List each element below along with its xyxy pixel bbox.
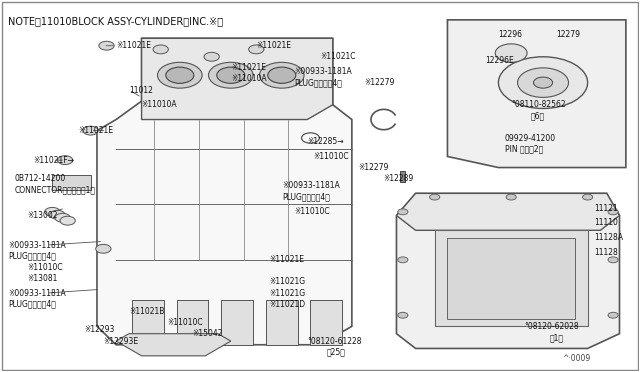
Bar: [447, 238, 575, 319]
Text: （1）: （1）: [549, 333, 563, 342]
Circle shape: [217, 67, 245, 83]
Circle shape: [397, 209, 408, 215]
Circle shape: [268, 67, 296, 83]
Text: PLUGプラグ（4）: PLUGプラグ（4）: [294, 78, 342, 87]
Circle shape: [582, 194, 593, 200]
Text: PLUGプラグ（4）: PLUGプラグ（4）: [8, 251, 56, 261]
Text: ※11021E: ※11021E: [116, 41, 151, 50]
Text: ※00933-1181A: ※00933-1181A: [8, 241, 65, 250]
Text: ^·0009: ^·0009: [562, 354, 590, 363]
Text: ※11010A: ※11010A: [231, 74, 266, 83]
Circle shape: [55, 213, 70, 222]
Text: ※11010C: ※11010C: [167, 318, 203, 327]
Circle shape: [608, 312, 618, 318]
Bar: [132, 301, 164, 345]
Text: ※11021F→: ※11021F→: [33, 155, 74, 165]
Text: ※11021E: ※11021E: [269, 255, 304, 264]
Polygon shape: [141, 38, 333, 119]
Text: °08120-61228: °08120-61228: [307, 337, 362, 346]
Text: ※12285→: ※12285→: [307, 137, 344, 146]
Bar: [435, 230, 588, 326]
Circle shape: [209, 62, 253, 88]
Text: ※11010C: ※11010C: [27, 263, 63, 272]
Circle shape: [50, 211, 65, 219]
Circle shape: [58, 156, 73, 164]
Text: ※12293E: ※12293E: [103, 337, 138, 346]
Circle shape: [204, 52, 220, 61]
Circle shape: [153, 45, 168, 54]
Circle shape: [608, 257, 618, 263]
Text: PIN ピン（2）: PIN ピン（2）: [505, 145, 543, 154]
Circle shape: [60, 216, 76, 225]
Text: 11128: 11128: [594, 248, 618, 257]
Text: 0B712-14200: 0B712-14200: [14, 174, 65, 183]
Circle shape: [45, 208, 60, 216]
Text: ※00933-1181A: ※00933-1181A: [8, 289, 65, 298]
Text: ※12279: ※12279: [358, 163, 388, 172]
Text: ※11021E: ※11021E: [78, 126, 113, 135]
Text: （25）: （25）: [326, 348, 345, 357]
Circle shape: [397, 257, 408, 263]
Circle shape: [534, 77, 552, 88]
Text: 12296: 12296: [499, 30, 522, 39]
Circle shape: [96, 244, 111, 253]
Text: ※11021E: ※11021E: [256, 41, 291, 50]
Text: ※11021B: ※11021B: [129, 307, 164, 316]
Text: ※13081: ※13081: [27, 274, 57, 283]
Text: ※11010A: ※11010A: [141, 100, 177, 109]
Circle shape: [99, 41, 114, 50]
Circle shape: [429, 194, 440, 200]
Text: ※11021C: ※11021C: [320, 52, 355, 61]
Text: 11121: 11121: [594, 203, 618, 213]
Circle shape: [248, 45, 264, 54]
Circle shape: [608, 209, 618, 215]
Text: CONNECTORコネクタ（1）: CONNECTORコネクタ（1）: [14, 185, 95, 194]
Circle shape: [495, 44, 527, 62]
Text: ※13002: ※13002: [27, 211, 58, 220]
Polygon shape: [447, 20, 626, 167]
Circle shape: [83, 126, 99, 135]
Text: 11012: 11012: [129, 86, 153, 94]
Polygon shape: [116, 334, 231, 356]
Text: PLUGプラグ（4）: PLUGプラグ（4）: [8, 300, 56, 309]
Text: 09929-41200: 09929-41200: [505, 134, 556, 142]
Text: ※00933-1181A: ※00933-1181A: [282, 182, 339, 190]
Bar: [266, 301, 298, 345]
Circle shape: [499, 57, 588, 109]
Text: ※00933-1181A: ※00933-1181A: [294, 67, 352, 76]
Text: 12279: 12279: [556, 30, 580, 39]
Text: ※11021E: ※11021E: [231, 63, 266, 72]
Circle shape: [518, 68, 568, 97]
Circle shape: [506, 194, 516, 200]
Text: ※11021D: ※11021D: [269, 300, 305, 309]
Text: ※15042: ※15042: [193, 329, 223, 338]
Circle shape: [259, 62, 304, 88]
Circle shape: [397, 312, 408, 318]
Text: 11110: 11110: [594, 218, 618, 227]
Text: ※12279: ※12279: [365, 78, 395, 87]
Polygon shape: [396, 193, 620, 349]
Text: ※11021G: ※11021G: [269, 278, 305, 286]
Bar: [52, 175, 91, 190]
Text: ※12289: ※12289: [384, 174, 414, 183]
Circle shape: [166, 67, 194, 83]
Bar: [310, 301, 342, 345]
Text: NOTE；11010BLOCK ASSY-CYLINDER（INC.※）: NOTE；11010BLOCK ASSY-CYLINDER（INC.※）: [8, 16, 223, 26]
Text: 12296E: 12296E: [486, 56, 515, 65]
Text: 11128A: 11128A: [594, 233, 623, 242]
Bar: [221, 301, 253, 345]
Text: ※11021G: ※11021G: [269, 289, 305, 298]
Text: °08120-62028: °08120-62028: [524, 322, 579, 331]
Text: ※11010C: ※11010C: [314, 152, 349, 161]
Text: PLUGプラグ（4）: PLUGプラグ（4）: [282, 193, 330, 202]
Bar: [399, 171, 404, 182]
Text: °08110-82562: °08110-82562: [511, 100, 566, 109]
Text: （6）: （6）: [531, 111, 545, 121]
Circle shape: [157, 62, 202, 88]
Text: ※12293: ※12293: [84, 326, 115, 334]
Bar: [177, 301, 209, 345]
Polygon shape: [97, 38, 352, 345]
Text: ※11010C: ※11010C: [294, 207, 330, 217]
Polygon shape: [396, 193, 620, 230]
